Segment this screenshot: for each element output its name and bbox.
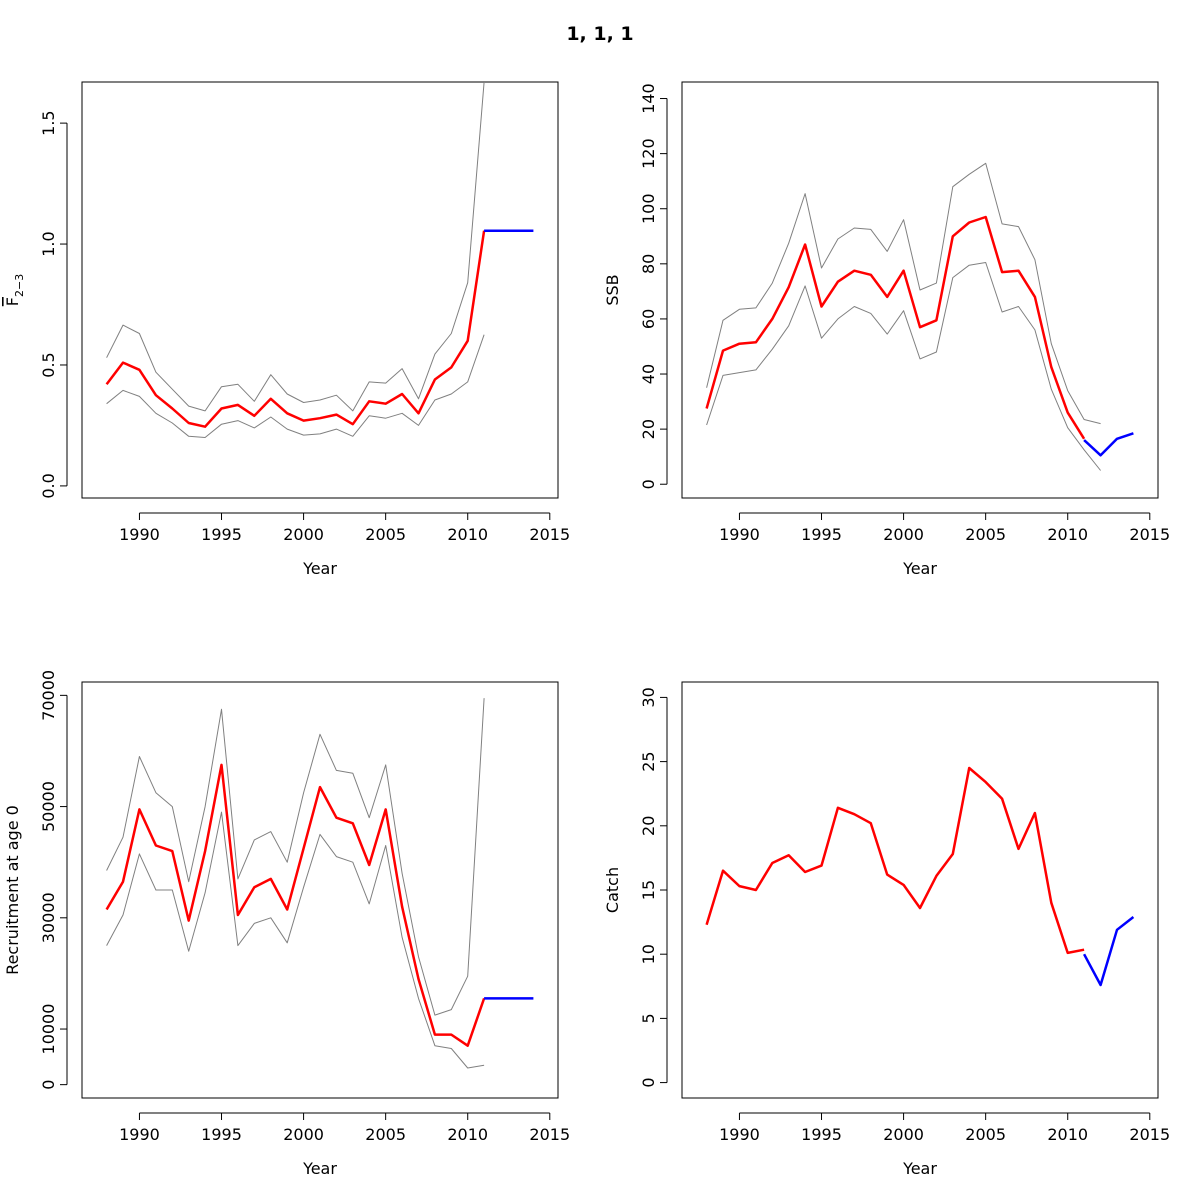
catch-x-tick-label: 2000 bbox=[883, 1125, 924, 1144]
ssb-x-tick-label: 1995 bbox=[801, 525, 842, 544]
catch-plot-frame bbox=[681, 681, 1159, 1099]
recruitment-y-tick-label: 50000 bbox=[39, 781, 58, 832]
ssb-upper-line bbox=[706, 162, 1101, 425]
fmort-x-tick-label: 1995 bbox=[201, 525, 242, 544]
recruitment-x-tick-label: 2000 bbox=[283, 1125, 324, 1144]
ssb-y-tick-label: 0 bbox=[639, 479, 658, 489]
ssb-x-tick-label: 1990 bbox=[719, 525, 760, 544]
fmort-y-tick-label: 0.0 bbox=[39, 473, 58, 498]
catch-y-tick-label: 15 bbox=[639, 880, 658, 900]
catch-x-tick-label: 1995 bbox=[801, 1125, 842, 1144]
fmort-lower-line bbox=[106, 334, 485, 438]
catch-forecast-line bbox=[1082, 916, 1135, 987]
fmort-x-tick-label: 2010 bbox=[447, 525, 488, 544]
fmort-x-axis-title: Year bbox=[302, 559, 337, 578]
fmort-upper-line bbox=[106, 81, 485, 412]
panel-recruitment: 1990 1995 2000 2005 2010 2015 0 10000 30000 50000… bbox=[3, 670, 570, 1178]
recruitment-x-axis-title: Year bbox=[302, 1159, 337, 1178]
ssb-x-tick-label: 2000 bbox=[883, 525, 924, 544]
figure-title: 1, 1, 1 bbox=[566, 23, 633, 45]
catch-x-axis-title: Year bbox=[902, 1159, 937, 1178]
fmort-x-tick-label: 2000 bbox=[283, 525, 324, 544]
ssb-x-tick-label: 2005 bbox=[965, 525, 1006, 544]
fmort-y-tick-label: 0.5 bbox=[39, 352, 58, 377]
catch-x-tick-label: 2010 bbox=[1047, 1125, 1088, 1144]
catch-y-tick-label: 0 bbox=[639, 1077, 658, 1087]
recruitment-x-tick-label: 1995 bbox=[201, 1125, 242, 1144]
recruitment-x-tick-label: 2015 bbox=[529, 1125, 570, 1144]
ssb-lower-line bbox=[706, 262, 1101, 471]
fmort-y-axis-title: F2−3 bbox=[3, 274, 26, 306]
fmort-plot-frame bbox=[81, 81, 559, 499]
recruitment-y-tick-label: 10000 bbox=[39, 1004, 58, 1055]
catch-y-tick-label: 5 bbox=[639, 1013, 658, 1023]
ssb-y-tick-label: 120 bbox=[639, 138, 658, 169]
recruitment-y-tick-label: 0 bbox=[39, 1080, 58, 1090]
ssb-y-tick-label: 40 bbox=[639, 364, 658, 384]
catch-x-tick-label: 2005 bbox=[965, 1125, 1006, 1144]
panel-ssb: 1990 1995 2000 2005 2010 2015 0 20 40 60 80 100 120 1… bbox=[603, 81, 1170, 578]
recruitment-x-tick-label: 2010 bbox=[447, 1125, 488, 1144]
recruitment-plot-frame bbox=[81, 681, 559, 1099]
ssb-x-tick-label: 2015 bbox=[1129, 525, 1170, 544]
recruitment-lower-line bbox=[106, 811, 485, 1069]
catch-y-tick-label: 10 bbox=[639, 944, 658, 964]
catch-y-tick-label: 30 bbox=[639, 687, 658, 707]
recruitment-x-tick-label: 2005 bbox=[365, 1125, 406, 1144]
recruitment-upper-line bbox=[106, 698, 485, 1016]
ssb-y-tick-label: 140 bbox=[639, 83, 658, 114]
fmort-estimate-line bbox=[105, 230, 486, 428]
ssb-plot-frame bbox=[681, 81, 1159, 499]
ssb-y-tick-label: 60 bbox=[639, 309, 658, 329]
catch-y-tick-label: 20 bbox=[639, 816, 658, 836]
catch-estimate-line bbox=[705, 766, 1085, 955]
catch-x-tick-label: 2015 bbox=[1129, 1125, 1170, 1144]
fmort-x-tick-label: 2005 bbox=[365, 525, 406, 544]
ssb-x-tick-label: 2010 bbox=[1047, 525, 1088, 544]
catch-x-tick-label: 1990 bbox=[719, 1125, 760, 1144]
fmort-y-tick-label: 1.0 bbox=[39, 231, 58, 256]
ssb-estimate-line bbox=[705, 215, 1086, 440]
panel-fishing-mortality: 1990 1995 2000 2005 2010 2015 0.0 0.5 1.0 1.5 Year… bbox=[3, 81, 570, 578]
fmort-x-tick-label: 1990 bbox=[119, 525, 160, 544]
recruitment-y-tick-label: 30000 bbox=[39, 892, 58, 943]
ssb-y-axis-title: SSB bbox=[603, 274, 622, 305]
ssb-y-tick-label: 20 bbox=[639, 419, 658, 439]
catch-y-axis-title: Catch bbox=[603, 867, 622, 913]
panel-catch: 1990 1995 2000 2005 2010 2015 0 5 10 15 20 25 30 Year… bbox=[603, 681, 1170, 1178]
ssb-y-tick-label: 80 bbox=[639, 254, 658, 274]
recruitment-x-tick-label: 1990 bbox=[119, 1125, 160, 1144]
ssb-forecast-line bbox=[1083, 432, 1134, 457]
catch-y-tick-label: 25 bbox=[639, 751, 658, 771]
recruitment-y-axis-title: Recruitment at age 0 bbox=[3, 805, 22, 975]
ssb-x-axis-title: Year bbox=[902, 559, 937, 578]
recruitment-y-tick-label: 70000 bbox=[39, 670, 58, 721]
recruitment-estimate-line bbox=[105, 763, 486, 1047]
fmort-x-tick-label: 2015 bbox=[529, 525, 570, 544]
fmort-y-tick-label: 1.5 bbox=[39, 110, 58, 135]
ssb-y-tick-label: 100 bbox=[639, 193, 658, 224]
